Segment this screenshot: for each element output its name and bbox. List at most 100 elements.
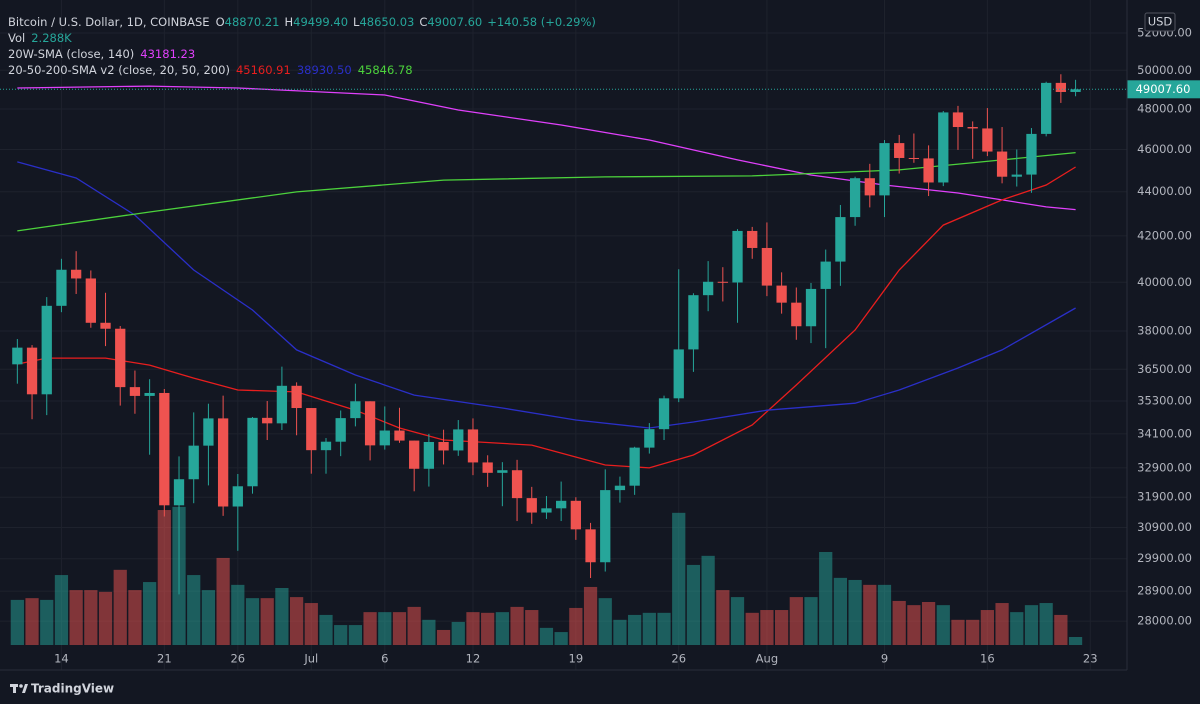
y-tick-label: 30900.00 xyxy=(1137,520,1192,534)
volume-bar xyxy=(980,610,994,645)
brand-logo xyxy=(10,684,28,693)
candle-body xyxy=(100,322,111,329)
legend-volume: Vol 2.288K xyxy=(8,31,72,45)
indicator-line xyxy=(17,85,1076,211)
candle-body xyxy=(747,230,758,248)
volume-bar xyxy=(760,610,774,645)
volume-bar xyxy=(392,612,407,645)
candle-body xyxy=(497,470,508,473)
candle-body xyxy=(820,261,831,289)
symbol: Bitcoin / U.S. Dollar, 1D, COINBASE xyxy=(8,15,210,29)
currency-box[interactable] xyxy=(1144,12,1176,32)
candle-body xyxy=(70,269,82,279)
ohlc-value: 48870.21 xyxy=(225,15,280,29)
indicator-value: 45846.78 xyxy=(358,63,413,77)
volume-bar xyxy=(495,612,509,645)
y-tick-label: 48000.00 xyxy=(1137,102,1192,116)
volume-bar xyxy=(451,621,465,645)
volume-bar xyxy=(98,591,113,645)
x-tick-label: 23 xyxy=(1083,652,1098,666)
volume-bar xyxy=(774,610,789,645)
candle-body xyxy=(379,430,390,446)
x-tick-label: 26 xyxy=(671,652,686,666)
candle-body xyxy=(409,440,420,469)
candle-body xyxy=(482,462,493,473)
candle-body xyxy=(12,347,23,365)
volume-bar xyxy=(1054,614,1068,645)
candle-body xyxy=(835,217,846,262)
volume-bar xyxy=(686,564,701,645)
y-tick-label: 34100.00 xyxy=(1137,426,1192,440)
volume-bar xyxy=(334,625,348,645)
candle-body xyxy=(776,285,787,303)
candle-body xyxy=(585,529,596,563)
volume-bar xyxy=(716,590,730,645)
volume-bar xyxy=(819,551,833,645)
x-tick-label: 12 xyxy=(466,652,481,666)
x-tick-label: 16 xyxy=(980,652,995,666)
volume-bar xyxy=(1010,612,1024,645)
candle-body xyxy=(1026,133,1037,175)
y-tick-label: 36500.00 xyxy=(1137,362,1192,376)
change: +140.58 (+0.29%) xyxy=(487,15,596,29)
candle-body xyxy=(232,486,243,507)
volume-bar xyxy=(289,597,304,645)
candle-body xyxy=(952,112,964,128)
candle-body xyxy=(688,295,699,350)
volume-bar xyxy=(628,614,642,645)
volume-name: Vol xyxy=(8,31,25,45)
volume-bar xyxy=(804,597,818,645)
candle-body xyxy=(173,479,185,506)
candle-body xyxy=(335,418,346,442)
volume-bar xyxy=(113,569,127,645)
volume-bar xyxy=(348,625,363,645)
candle-body xyxy=(673,349,684,399)
indicator-value: 45160.91 xyxy=(236,63,291,77)
x-tick-label: Jul xyxy=(303,652,318,666)
y-tick-label: 46000.00 xyxy=(1137,142,1192,156)
volume-bar xyxy=(892,600,906,645)
candle-body xyxy=(453,429,464,451)
volume-bar xyxy=(642,612,656,645)
candle-body xyxy=(41,305,52,395)
currency: USD xyxy=(1148,15,1173,29)
volume-bar xyxy=(69,590,83,645)
volume-bar xyxy=(966,619,980,645)
y-tick-label: 29900.00 xyxy=(1137,551,1192,565)
volume-bar xyxy=(260,598,274,645)
y-tick-label: 35300.00 xyxy=(1137,394,1192,408)
volume-bar xyxy=(363,612,377,645)
candle-body xyxy=(541,508,552,513)
candle-body xyxy=(394,430,405,441)
ohlc-key: H xyxy=(285,15,294,29)
ohlc-key: L xyxy=(353,15,360,29)
legend-main: Bitcoin / U.S. Dollar, 1D, COINBASE O4887… xyxy=(8,15,596,29)
volume-bar xyxy=(422,619,436,645)
volume-bar xyxy=(921,601,936,645)
candle-body xyxy=(879,143,890,196)
candle-body xyxy=(894,143,905,158)
candle-body xyxy=(967,127,978,129)
candle-body xyxy=(438,441,449,451)
volume-bar xyxy=(54,575,69,645)
x-tick-label: 21 xyxy=(157,652,172,666)
volume-bar xyxy=(583,586,598,645)
legend-indicator: 20W-SMA (close, 140) 43181.23 xyxy=(8,47,195,61)
volume-bar xyxy=(613,619,627,645)
volume-bar xyxy=(216,557,230,645)
candle-body xyxy=(614,485,626,491)
x-tick-label: 14 xyxy=(54,652,69,666)
volume-bar xyxy=(481,612,495,645)
indicator-name: 20W-SMA (close, 140) xyxy=(8,47,134,61)
volume-bar xyxy=(907,605,921,645)
volume-bar xyxy=(157,510,171,645)
volume-bar xyxy=(231,584,245,645)
candle-body xyxy=(1070,89,1081,92)
volume-value: 2.288K xyxy=(31,31,72,45)
y-tick-label: 50000.00 xyxy=(1137,63,1192,77)
volume-bar xyxy=(466,612,480,645)
volume-bar xyxy=(245,598,260,645)
ohlc-key: C xyxy=(419,15,427,29)
candle-body xyxy=(423,441,435,469)
